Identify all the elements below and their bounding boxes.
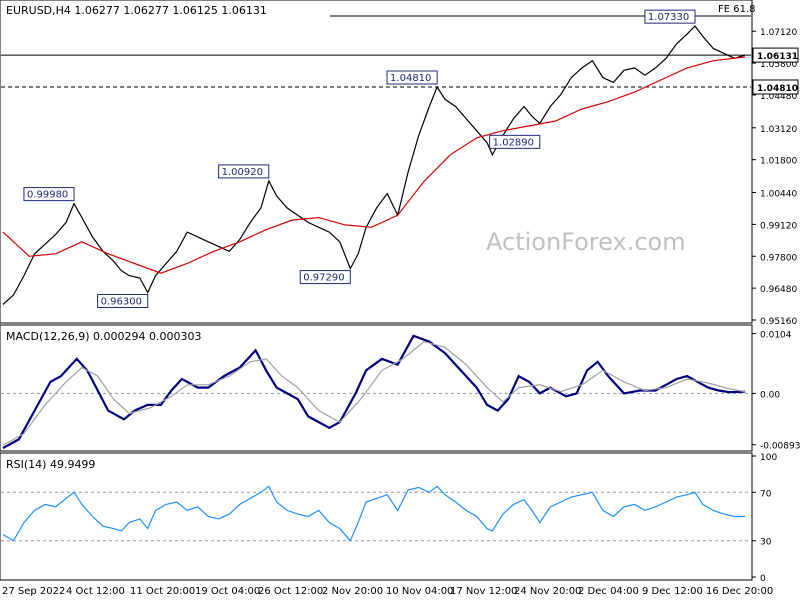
annotation-box [218, 164, 270, 179]
annotation-box [23, 187, 75, 202]
series-line-signal [2, 340, 746, 446]
series-line-rsi [2, 485, 745, 542]
y-tick-label: 0.0104 [760, 331, 792, 341]
y-tick-label: 0.95160 [760, 317, 797, 327]
x-tick-label: 27 Sep 2022 [2, 586, 65, 597]
y-tick-label: 0.97800 [760, 253, 797, 263]
x-tick-label: 9 Dec 12:00 [642, 586, 703, 597]
annotation-label: 1.04810 [390, 73, 431, 84]
x-tick-label: 16 Dec 20:00 [706, 586, 773, 597]
x-tick-label: 2 Nov 20:00 [322, 586, 383, 597]
x-tick-label: 4 Oct 12:00 [66, 586, 125, 597]
y-tick-label: 0.96480 [760, 285, 797, 295]
watermark: ActionForex.com [486, 228, 686, 256]
y-tick-label: 1.00440 [760, 190, 797, 200]
y-tick-label: 1.07120 [760, 28, 797, 38]
y-tick-label: 1.04480 [760, 92, 797, 102]
y-tick-label: 0.00 [760, 390, 780, 400]
annotation-box [644, 9, 696, 24]
annotation-label: 1.00920 [222, 167, 263, 178]
x-tick-label: 24 Nov 20:00 [514, 586, 581, 597]
annotation-label: 1.02890 [493, 137, 534, 148]
x-tick-label: 10 Nov 04:00 [386, 586, 453, 597]
price-label: 1.06131 [757, 52, 798, 62]
series-line-ma [2, 56, 746, 274]
annotation-label: 1.07330 [648, 12, 689, 23]
y-tick-label: 70 [760, 489, 772, 499]
series-line-price [2, 25, 746, 305]
annotation-box [299, 270, 351, 285]
price-label: 1.04810 [757, 84, 798, 94]
y-tick-label: -0.008933 [760, 442, 800, 452]
macd-panel-title: MACD(12,26,9) 0.000294 0.000303 [6, 330, 202, 343]
y-tick-label: 100 [760, 453, 777, 463]
price-label-box [752, 79, 799, 95]
x-tick-label: 17 Nov 12:00 [450, 586, 517, 597]
x-tick-label: 19 Oct 04:00 [195, 586, 260, 597]
price-panel: EURUSD,H4 1.06277 1.06277 1.06125 1.0613… [0, 0, 799, 327]
x-tick-label: 11 Oct 20:00 [130, 586, 195, 597]
x-tick-label: 26 Oct 12:00 [258, 586, 323, 597]
macd-panel: MACD(12,26,9) 0.000294 0.000303 0.0104 0.… [0, 324, 800, 452]
y-tick-label: 0.99120 [760, 221, 797, 231]
fib-label: FE 61.8 [718, 4, 756, 15]
price-panel-title: EURUSD,H4 1.06277 1.06277 1.06125 1.0613… [6, 4, 267, 17]
annotation-label: 0.96300 [101, 296, 142, 307]
annotation-label: 0.97290 [303, 273, 344, 284]
annotation-box [489, 134, 541, 149]
rsi-panel-title: RSI(14) 49.9499 [6, 458, 95, 471]
y-tick-label: 1.03120 [760, 125, 797, 135]
annotation-box [97, 293, 149, 308]
y-tick-label: 1.01800 [760, 157, 797, 167]
price-label-box [752, 47, 799, 63]
annotation-box [386, 70, 438, 85]
rsi-panel: RSI(14) 49.9499 100 70 30 0 [0, 452, 777, 584]
y-tick-label: 0 [760, 574, 766, 584]
annotation-label: 0.99980 [27, 190, 68, 201]
y-tick-label: 1.05800 [760, 60, 797, 70]
y-tick-label: 30 [760, 538, 772, 548]
x-tick-label: 2 Dec 04:00 [578, 586, 639, 597]
